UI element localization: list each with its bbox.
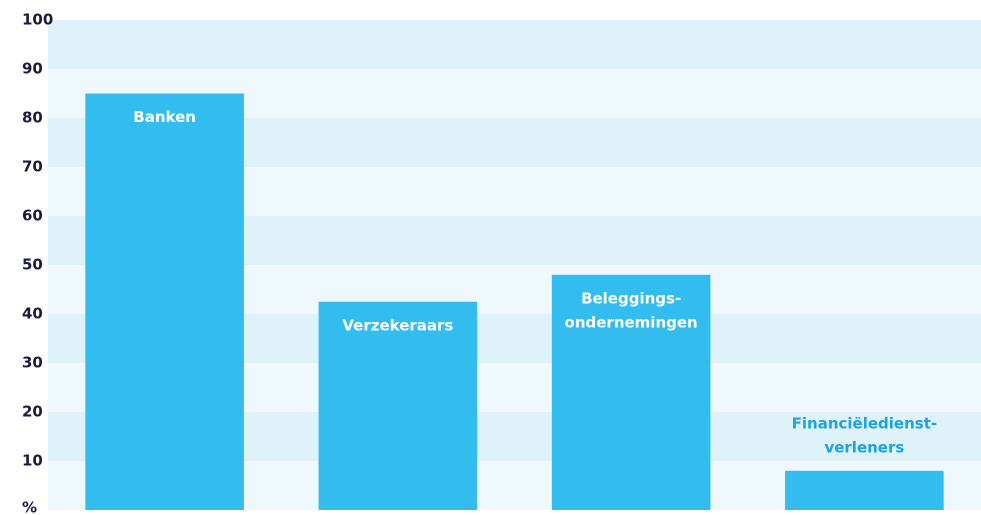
y-tick-label: 70: [22, 158, 43, 176]
grid-band: [48, 20, 981, 69]
y-tick-label: 20: [22, 403, 43, 421]
bar: [318, 301, 478, 510]
category-label: verleners: [824, 438, 904, 456]
category-label: Banken: [133, 108, 196, 126]
category-label: Beleggings-: [581, 289, 681, 307]
y-tick-label: 10: [22, 452, 43, 470]
bar: [85, 93, 244, 510]
y-tick-label: 80: [22, 109, 43, 127]
y-tick-label: 50: [22, 256, 43, 274]
y-tick-label: %: [22, 499, 37, 515]
category-label: Financiëledienst-: [792, 414, 937, 432]
bar: [551, 274, 711, 510]
y-tick-label: 60: [22, 207, 43, 225]
bar: [785, 470, 944, 510]
y-tick-label: 40: [22, 305, 43, 323]
category-label: Verzekeraars: [342, 316, 453, 334]
y-tick-label: 30: [22, 354, 43, 372]
category-label: ondernemingen: [565, 313, 698, 331]
y-tick-label: 100: [22, 11, 53, 29]
y-tick-label: 90: [22, 60, 43, 78]
